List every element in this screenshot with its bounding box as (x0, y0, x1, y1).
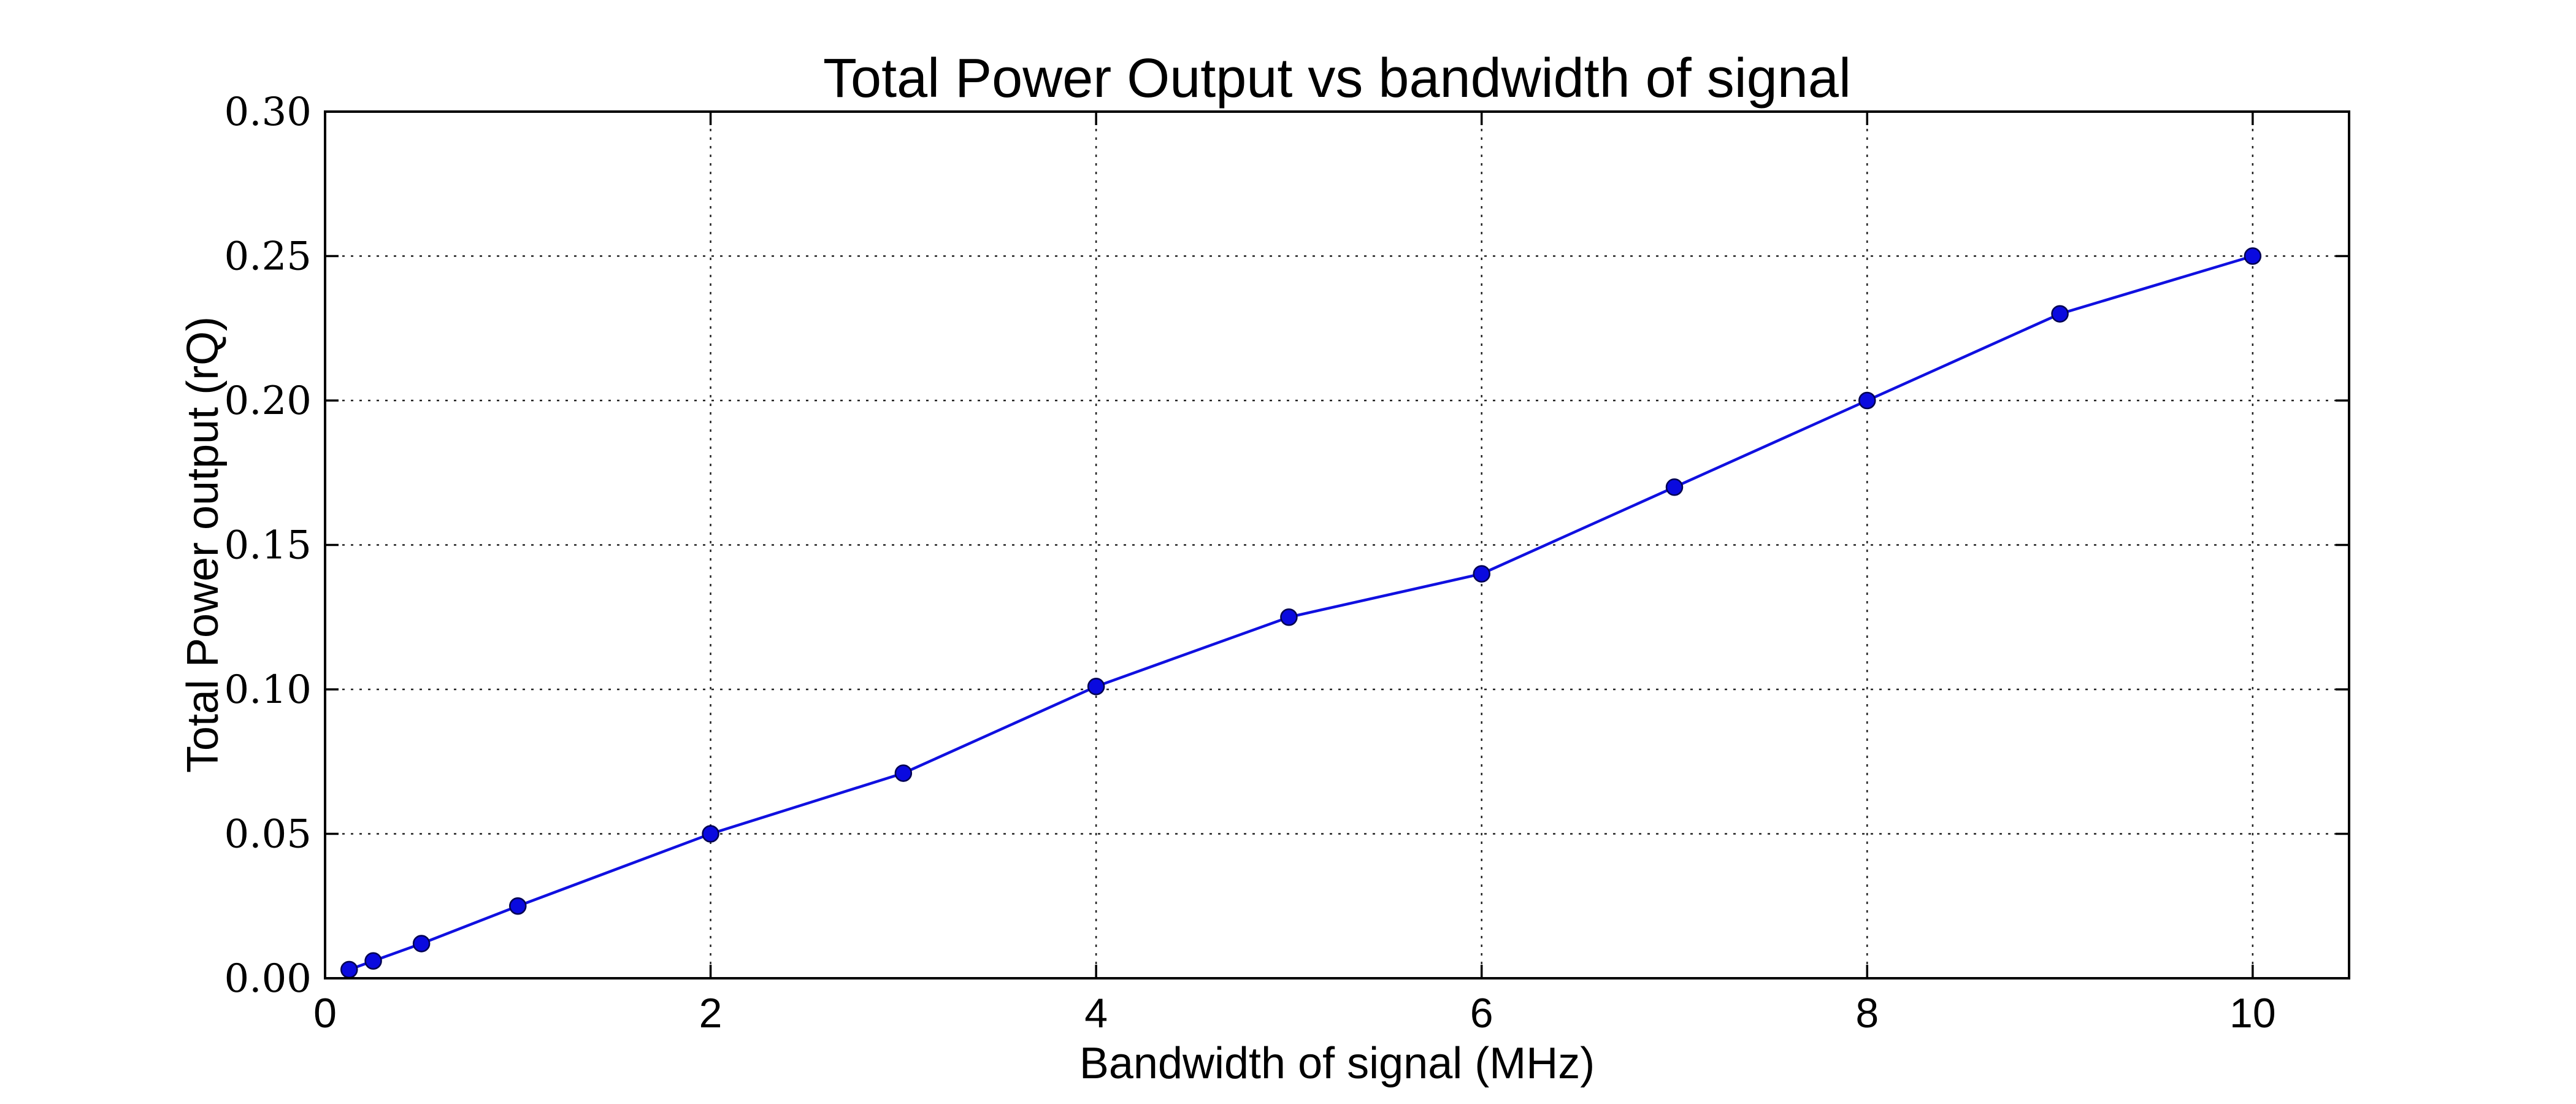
x-tick-label: 0 (313, 990, 337, 1037)
data-point (340, 960, 358, 979)
data-point (364, 952, 382, 970)
data-point (702, 825, 719, 843)
x-tick-label: 6 (1470, 990, 1493, 1037)
data-point (2051, 305, 2069, 323)
axis-ticks: 0 2 4 6 8 10 0.00 0.05 0.10 0.15 0.20 0.25 0.30 (224, 90, 2349, 1037)
data-point (1087, 678, 1105, 696)
data-point (412, 935, 431, 953)
data-point (2244, 247, 2262, 265)
y-tick-label: 0.15 (224, 523, 312, 569)
data-point (1473, 565, 1490, 583)
y-tick-label: 0.00 (224, 956, 312, 1002)
series-line (348, 255, 2253, 972)
y-tick-label: 0.30 (224, 90, 312, 135)
x-tick-label: 4 (1084, 990, 1108, 1037)
y-tick-label: 0.05 (224, 812, 312, 857)
data-point (1665, 478, 1684, 496)
x-tick-label: 2 (699, 990, 723, 1037)
data-point (509, 897, 527, 915)
x-tick-label: 8 (1855, 990, 1879, 1037)
y-axis-label: Total Power output (rQ) (178, 316, 228, 773)
y-tick-label: 0.20 (224, 378, 312, 424)
y-tick-label: 0.10 (224, 667, 312, 713)
chart-title: Total Power Output vs bandwidth of signa… (823, 48, 1851, 109)
y-tick-label: 0.25 (224, 234, 312, 280)
x-tick-label: 10 (2229, 990, 2276, 1037)
grid-lines (324, 110, 2349, 979)
x-axis-label: Bandwidth of signal (MHz) (1079, 1039, 1595, 1088)
data-point (894, 764, 913, 782)
data-point (1858, 391, 1876, 410)
plot-frame (324, 110, 2350, 979)
data-point (1280, 608, 1298, 626)
data-series (340, 247, 2262, 979)
